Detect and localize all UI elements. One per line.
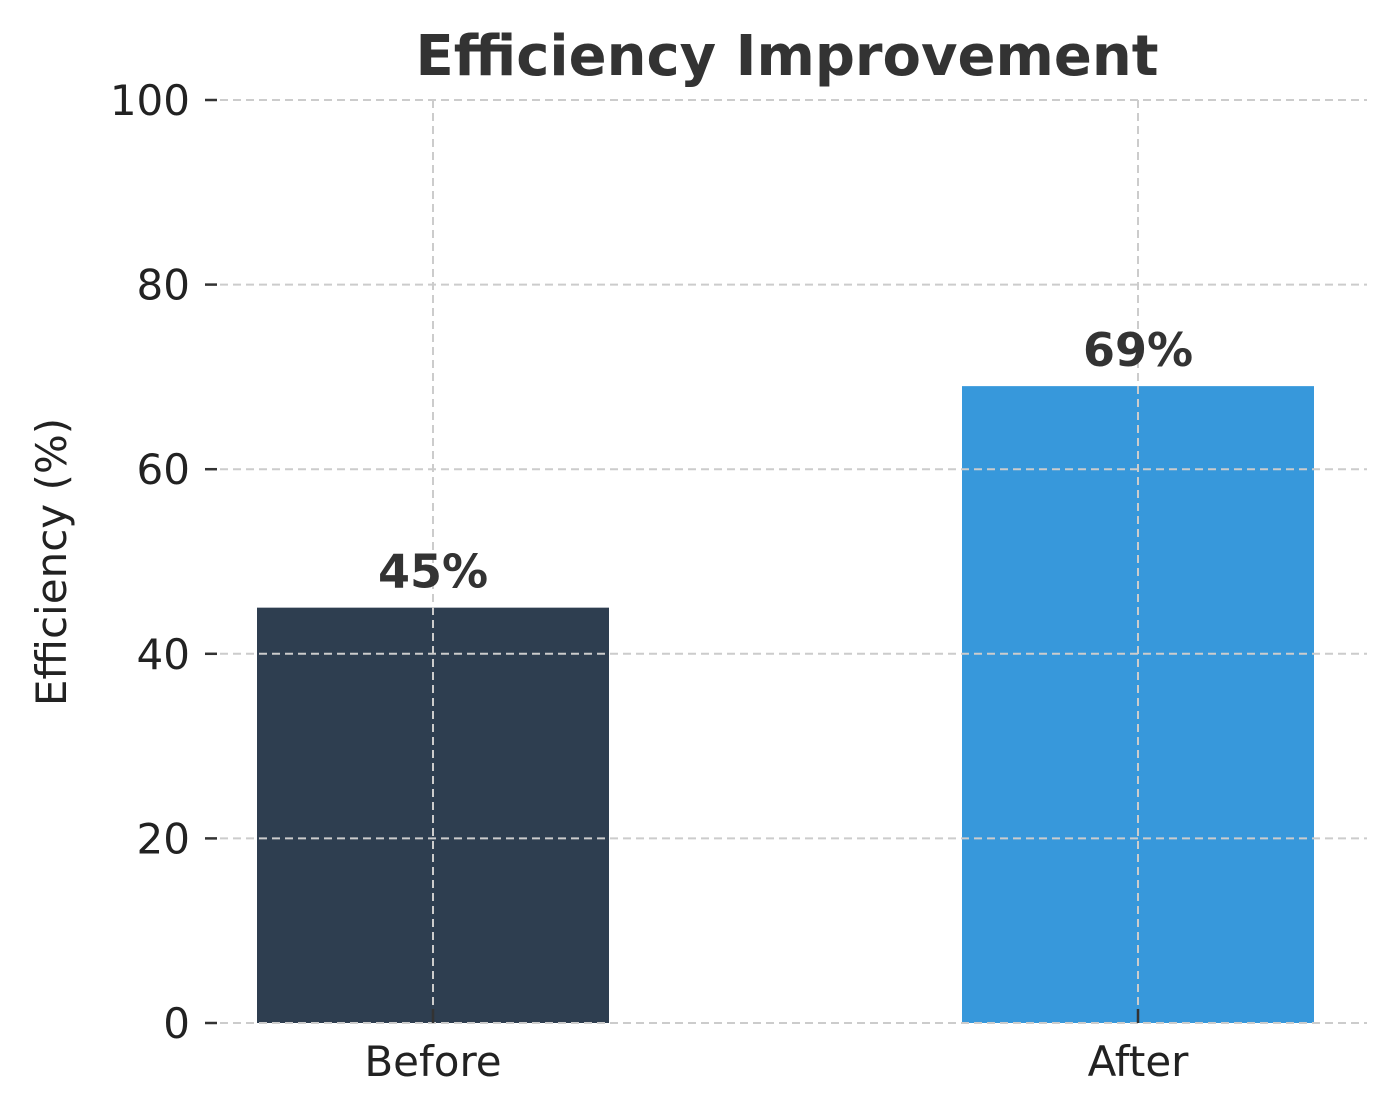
y-axis-label: Efficiency (%): [27, 418, 76, 706]
chart-title: Efficiency Improvement: [416, 24, 1159, 89]
y-tick-label: 40: [137, 630, 190, 679]
x-tick-label-before: Before: [364, 1037, 501, 1086]
ticks-layer: [205, 98, 1140, 1025]
grid-layer: [220, 99, 1367, 1024]
y-tick-label: 60: [137, 445, 190, 494]
y-tick-label: 100: [110, 76, 190, 125]
data-label-before: 45%: [378, 545, 488, 599]
labels-layer: 0 20 40 60 80 100 Before 45% After 69%: [110, 76, 1193, 1086]
x-tick-label-after: After: [1088, 1037, 1190, 1086]
y-tick-label: 80: [137, 261, 190, 310]
data-label-after: 69%: [1083, 323, 1193, 377]
y-tick-label: 20: [137, 814, 190, 863]
bars-layer: [257, 386, 1314, 1023]
y-tick-label: 0: [163, 999, 190, 1048]
